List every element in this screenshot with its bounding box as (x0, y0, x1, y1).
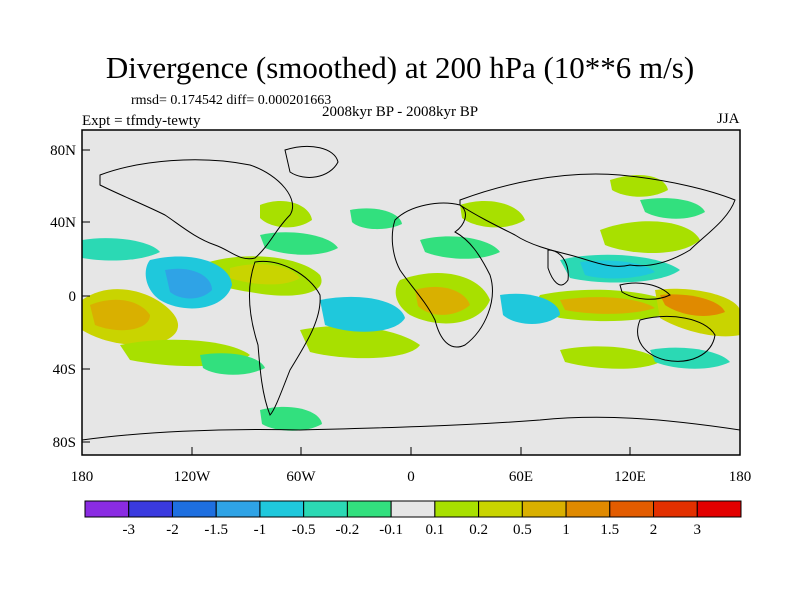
divergence-field (82, 130, 740, 455)
positive-divergence-patches (82, 175, 740, 369)
season-label: JJA (717, 111, 740, 127)
negative-divergence-patches (82, 198, 730, 431)
experiment-label: Expt = tfmdy-tewty (82, 113, 201, 129)
x-tick-label: 0 (407, 469, 415, 485)
colorbar-label: -0.1 (379, 522, 403, 538)
colorbar-box (215, 500, 261, 518)
y-tick-label: 80S (53, 435, 76, 451)
y-tick-label: 40S (53, 362, 76, 378)
y-tick-label: 0 (69, 289, 77, 305)
y-tick-label: 80N (50, 143, 76, 159)
coastlines (82, 145, 740, 441)
colorbar-label: 3 (694, 522, 702, 538)
colorbar-box (128, 500, 173, 518)
x-tick-label: 120E (614, 469, 646, 485)
colorbar-label: 0.5 (513, 522, 532, 538)
y-axis: 80N 40N 0 40S 80S (50, 143, 90, 451)
colorbar-box (171, 500, 217, 518)
colorbar-label: 1.5 (600, 522, 619, 538)
colorbar-label: -2 (166, 522, 179, 538)
colorbar-label: 1 (562, 522, 570, 538)
x-tick-label: 120W (174, 469, 212, 485)
colorbar-box (653, 500, 698, 518)
colorbar-box (390, 500, 436, 518)
colorbar-box (84, 500, 130, 518)
colorbar-label: -0.5 (292, 522, 316, 538)
colorbar-box (434, 500, 480, 518)
colorbar-label: -1 (254, 522, 267, 538)
y-tick-label: 40N (50, 215, 76, 231)
map-title: Divergence (smoothed) at 200 hPa (10**6 … (105, 50, 695, 85)
colorbar-label: -0.2 (336, 522, 360, 538)
x-tick-label: 60W (286, 469, 316, 485)
x-tick-label: 180 (729, 469, 752, 485)
colorbar-box (303, 500, 348, 518)
x-tick-label: 180 (71, 469, 94, 485)
colorbar-box (478, 500, 523, 518)
colorbar-label: 2 (650, 522, 658, 538)
colorbar-box (696, 500, 742, 518)
x-tick-label: 60E (509, 469, 533, 485)
colorbar-box (609, 500, 655, 518)
colorbar-box (565, 500, 611, 518)
colorbar-label: 0.2 (469, 522, 488, 538)
colorbar-label: -1.5 (204, 522, 228, 538)
colorbar-box (259, 500, 305, 518)
colorbar-box (346, 500, 392, 518)
colorbar-label: -3 (122, 522, 135, 538)
stats-label: rmsd= 0.174542 diff= 0.000201663 (131, 93, 332, 108)
colorbar-label: 0.1 (425, 522, 444, 538)
colorbar-box (521, 500, 567, 518)
colorbar: -3 -2 -1.5 -1 -0.5 -0.2 -0.1 0.1 0.2 0.5 1 1.5 2 3 (84, 500, 742, 538)
period-label: 2008kyr BP - 2008kyr BP (322, 104, 479, 120)
x-axis: 180 120W 60W 0 60E 120E 180 (71, 447, 752, 485)
